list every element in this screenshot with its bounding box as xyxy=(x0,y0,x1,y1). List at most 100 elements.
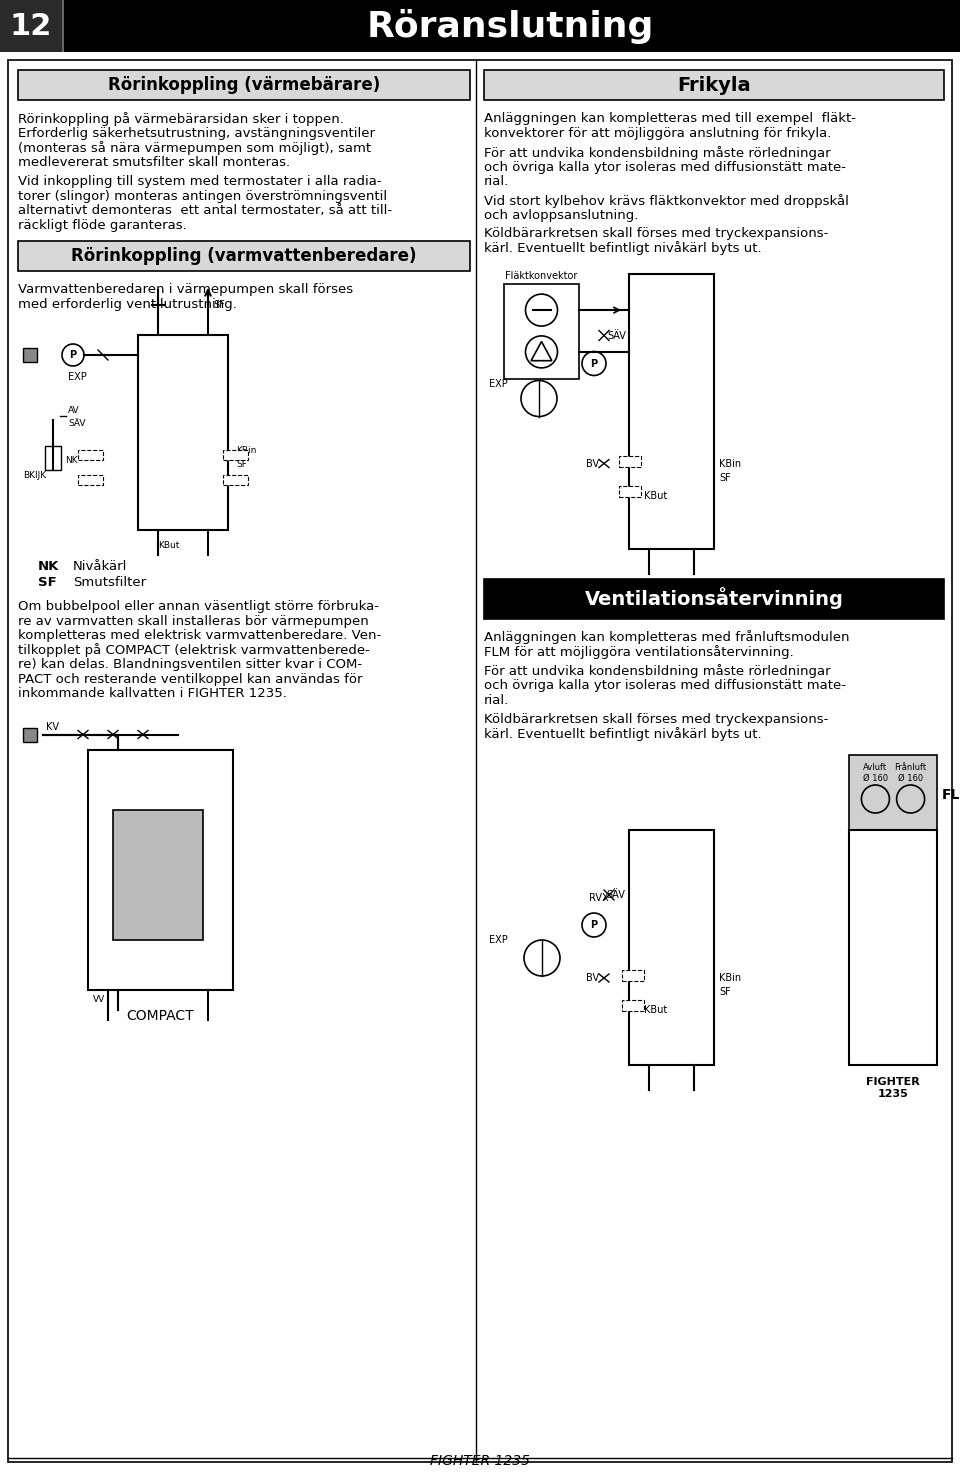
Bar xyxy=(223,450,248,460)
Text: NK: NK xyxy=(38,560,60,573)
Text: EXP: EXP xyxy=(68,371,86,382)
Text: NK: NK xyxy=(65,455,78,464)
Text: Anläggningen kan kompletteras med till exempel  fläkt-: Anläggningen kan kompletteras med till e… xyxy=(484,112,856,125)
Text: kompletteras med elektrisk varmvattenberedare. Ven-: kompletteras med elektrisk varmvattenber… xyxy=(18,629,381,643)
Text: KBut: KBut xyxy=(158,541,180,550)
Text: SÄV: SÄV xyxy=(607,330,626,340)
Text: För att undvika kondensbildning måste rörledningar: För att undvika kondensbildning måste rö… xyxy=(484,665,830,678)
Bar xyxy=(622,999,644,1011)
Bar xyxy=(78,450,103,460)
Bar xyxy=(622,970,644,982)
Text: Avluft
Ø 160: Avluft Ø 160 xyxy=(863,764,888,783)
Text: Vid inkoppling till system med termostater i alla radia-: Vid inkoppling till system med termostat… xyxy=(18,175,382,189)
Text: Om bubbelpool eller annan väsentligt större förbruka-: Om bubbelpool eller annan väsentligt stö… xyxy=(18,600,379,613)
Text: SF: SF xyxy=(719,473,731,482)
Text: BV: BV xyxy=(586,458,599,469)
Bar xyxy=(18,69,470,100)
Text: 12: 12 xyxy=(10,12,52,40)
Bar xyxy=(138,335,228,531)
Text: (monteras så nära värmepumpen som möjligt), samt: (monteras så nära värmepumpen som möjlig… xyxy=(18,142,372,155)
Text: med erforderlig ventilutrustning.: med erforderlig ventilutrustning. xyxy=(18,298,237,311)
Bar xyxy=(849,755,937,834)
Bar xyxy=(619,455,641,466)
Text: re) kan delas. Blandningsventilen sitter kvar i COM-: re) kan delas. Blandningsventilen sitter… xyxy=(18,657,362,671)
Bar xyxy=(78,475,103,485)
Text: COMPACT: COMPACT xyxy=(127,1010,194,1023)
Text: P: P xyxy=(590,358,597,368)
Text: Vid stort kylbehov krävs fläktkonvektor med droppskål: Vid stort kylbehov krävs fläktkonvektor … xyxy=(484,195,849,208)
Text: BKIJK: BKIJK xyxy=(23,470,46,479)
Text: Rörinkoppling (värmebärare): Rörinkoppling (värmebärare) xyxy=(108,77,380,94)
Text: Köldbärarkretsen skall förses med tryckexpansions-: Köldbärarkretsen skall förses med trycke… xyxy=(484,713,828,727)
Text: KBut: KBut xyxy=(644,1005,667,1016)
Text: SF: SF xyxy=(719,988,731,996)
Text: och övriga kalla ytor isoleras med diffusionstätt mate-: och övriga kalla ytor isoleras med diffu… xyxy=(484,161,846,174)
Bar xyxy=(0,0,960,52)
Text: VV: VV xyxy=(93,995,106,1004)
Text: PACT och resterande ventilkoppel kan användas för: PACT och resterande ventilkoppel kan anv… xyxy=(18,672,363,685)
Text: medlevererat smutsfilter skall monteras.: medlevererat smutsfilter skall monteras. xyxy=(18,155,290,168)
Text: konvektorer för att möjliggöra anslutning för frikyla.: konvektorer för att möjliggöra anslutnin… xyxy=(484,127,831,140)
Text: Varmvattenberedaren i värmepumpen skall förses: Varmvattenberedaren i värmepumpen skall … xyxy=(18,283,353,296)
Text: AV: AV xyxy=(68,405,80,414)
Text: rial.: rial. xyxy=(484,693,509,706)
Text: FIGHTER 1235: FIGHTER 1235 xyxy=(430,1453,530,1468)
Text: Frikyla: Frikyla xyxy=(677,75,751,94)
Text: Smutsfilter: Smutsfilter xyxy=(73,576,146,590)
Text: BV: BV xyxy=(586,973,599,983)
Text: P: P xyxy=(590,920,597,930)
Bar xyxy=(88,749,233,989)
Text: tilkopplet på COMPACT (elektrisk varmvattenberede-: tilkopplet på COMPACT (elektrisk varmvat… xyxy=(18,644,370,657)
Bar xyxy=(62,0,64,52)
Text: KV: KV xyxy=(46,721,59,731)
Text: Fläktkonvektor: Fläktkonvektor xyxy=(505,271,578,280)
Bar xyxy=(484,69,944,100)
Text: FLM: FLM xyxy=(942,789,960,802)
Text: re av varmvatten skall installeras bör värmepumpen: re av varmvatten skall installeras bör v… xyxy=(18,615,369,628)
Text: Ventilationsåtervinning: Ventilationsåtervinning xyxy=(585,588,844,609)
Bar xyxy=(23,348,37,363)
Bar xyxy=(849,830,937,1066)
Text: kärl. Eventuellt befintligt nivåkärl byts ut.: kärl. Eventuellt befintligt nivåkärl byt… xyxy=(484,728,761,741)
Text: Köldbärarkretsen skall förses med tryckexpansions-: Köldbärarkretsen skall förses med trycke… xyxy=(484,227,828,239)
Bar xyxy=(18,242,470,271)
Text: EXP: EXP xyxy=(489,935,508,945)
Text: EXP: EXP xyxy=(489,379,508,389)
Text: SF: SF xyxy=(236,460,247,469)
Text: SF: SF xyxy=(38,576,57,590)
Text: Anläggningen kan kompletteras med frånluftsmodulen: Anläggningen kan kompletteras med frånlu… xyxy=(484,631,850,644)
Bar xyxy=(619,485,641,497)
Text: KBin: KBin xyxy=(719,973,741,983)
Text: FIGHTER
1235: FIGHTER 1235 xyxy=(866,1077,920,1098)
Bar xyxy=(504,283,579,379)
Text: Röranslutning: Röranslutning xyxy=(367,9,654,44)
Text: KBin: KBin xyxy=(236,445,256,454)
Text: alternativt demonteras  ett antal termostater, så att till-: alternativt demonteras ett antal termost… xyxy=(18,203,392,217)
Text: SF: SF xyxy=(213,301,225,310)
Text: Nivåkärl: Nivåkärl xyxy=(73,560,128,573)
Text: KBut: KBut xyxy=(644,491,667,501)
Bar xyxy=(629,830,714,1066)
Bar xyxy=(223,475,248,485)
Text: rial.: rial. xyxy=(484,175,509,189)
Text: inkommande kallvatten i FIGHTER 1235.: inkommande kallvatten i FIGHTER 1235. xyxy=(18,687,287,700)
Text: FLM för att möjliggöra ventilationsåtervinning.: FLM för att möjliggöra ventilationsåterv… xyxy=(484,646,794,659)
Text: Rörinkoppling på värmebärarsidan sker i toppen.: Rörinkoppling på värmebärarsidan sker i … xyxy=(18,112,344,125)
Text: Frånluft
Ø 160: Frånluft Ø 160 xyxy=(895,764,926,783)
Text: och avloppsanslutning.: och avloppsanslutning. xyxy=(484,209,638,223)
Text: Rörinkoppling (varmvattenberedare): Rörinkoppling (varmvattenberedare) xyxy=(71,248,417,265)
Bar xyxy=(484,578,944,619)
Text: SÄV: SÄV xyxy=(606,890,625,901)
Text: Erforderlig säkerhetsutrustning, avstängningsventiler: Erforderlig säkerhetsutrustning, avstäng… xyxy=(18,127,375,140)
Bar xyxy=(113,809,203,939)
Bar xyxy=(23,728,37,741)
Text: För att undvika kondensbildning måste rörledningar: För att undvika kondensbildning måste rö… xyxy=(484,146,830,161)
Text: kärl. Eventuellt befintligt nivåkärl byts ut.: kärl. Eventuellt befintligt nivåkärl byt… xyxy=(484,242,761,255)
Bar xyxy=(0,0,62,52)
Text: P: P xyxy=(69,349,77,360)
Bar xyxy=(45,447,61,470)
Text: RVX: RVX xyxy=(589,893,609,904)
Text: och övriga kalla ytor isoleras med diffusionstätt mate-: och övriga kalla ytor isoleras med diffu… xyxy=(484,680,846,691)
Text: räckligt flöde garanteras.: räckligt flöde garanteras. xyxy=(18,218,187,231)
Text: KBin: KBin xyxy=(719,458,741,469)
